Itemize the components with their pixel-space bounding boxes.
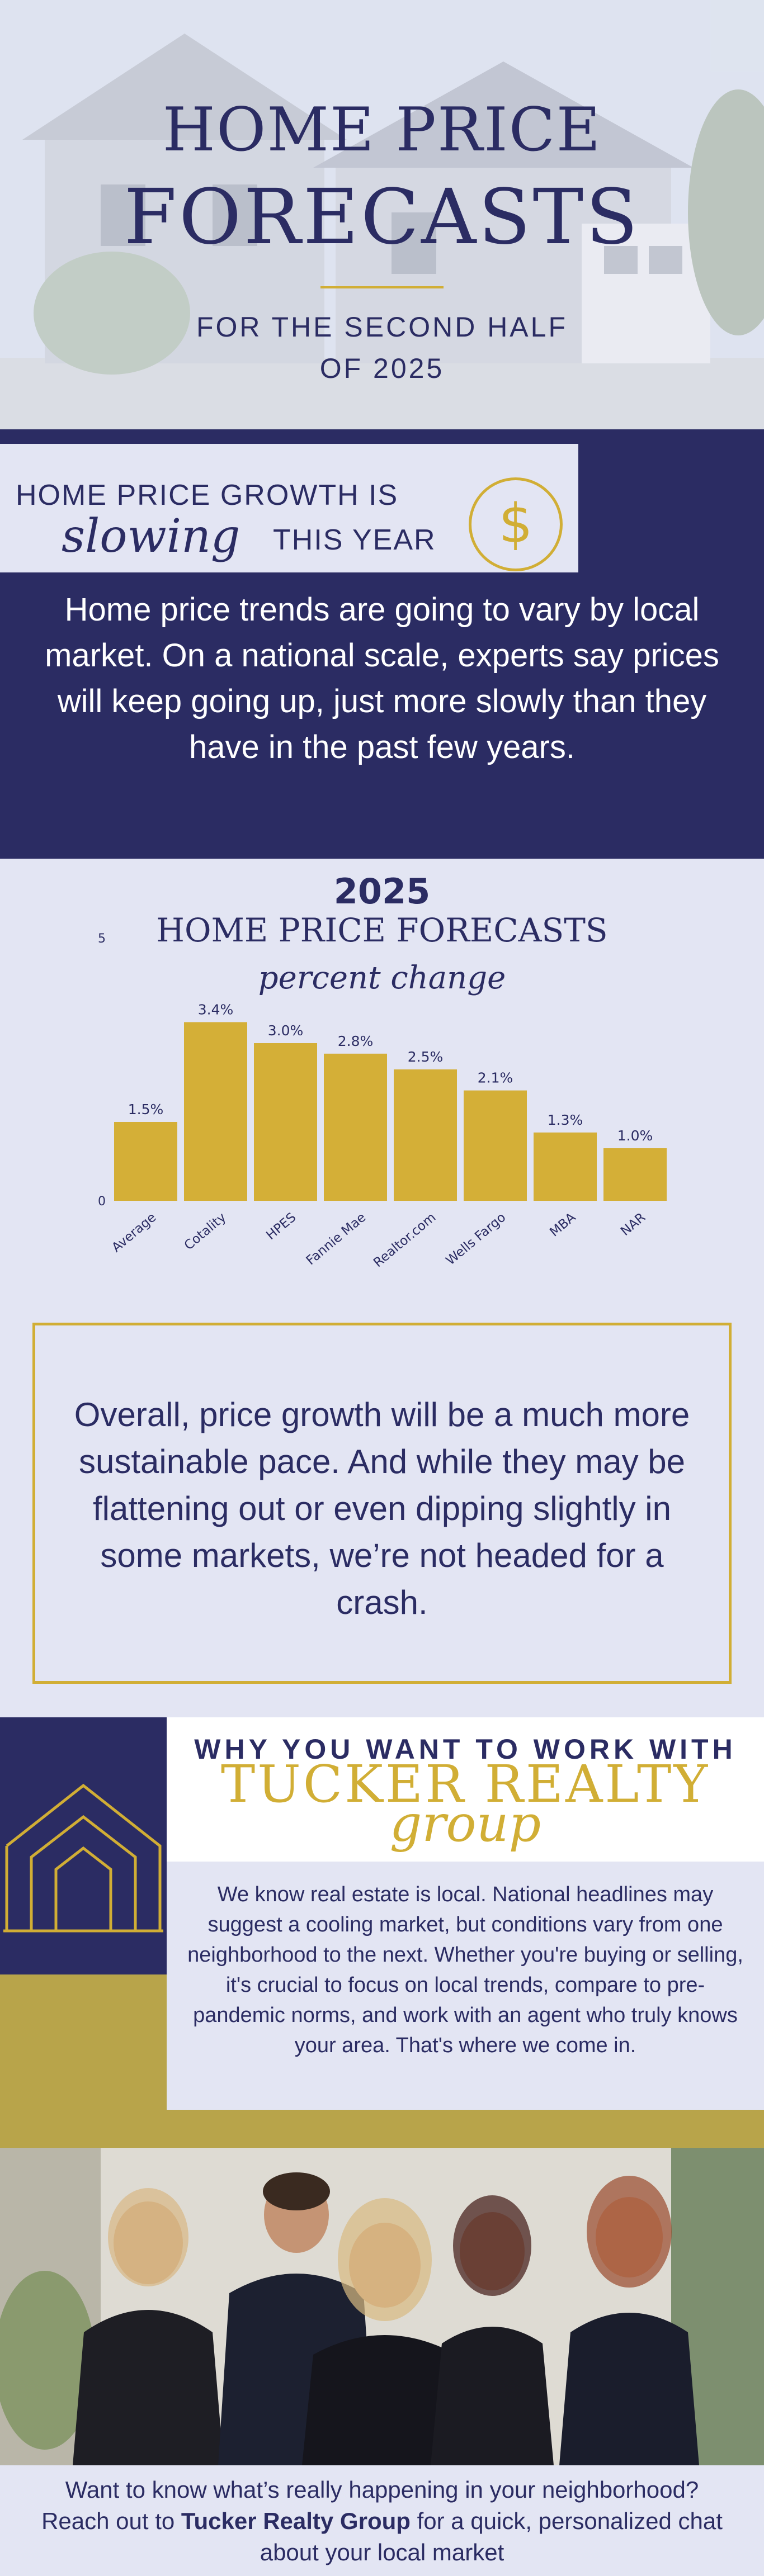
chart-bar	[324, 1053, 387, 1201]
growth-banner: HOME PRICE GROWTH IS slowing THIS YEAR $	[0, 444, 578, 572]
chart-value-label: 1.3%	[548, 1112, 583, 1128]
hero-section: HOME PRICE FORECASTS FOR THE SECOND HALF…	[0, 0, 764, 429]
chart-bar	[534, 1132, 597, 1201]
quote-box: Overall, price growth will be a much mor…	[32, 1323, 732, 1684]
chart-category-label: HPES	[263, 1210, 299, 1243]
hero-subtitle-line2: OF 2025	[319, 353, 445, 384]
chart-category-label: Cotality	[182, 1210, 229, 1253]
chart-category-label: Wells Fargo	[444, 1210, 509, 1268]
chart-category-label: Fannie Mae	[304, 1210, 369, 1268]
footer-text: Want to know what’s really happening in …	[34, 2474, 730, 2568]
footer: Want to know what’s really happening in …	[0, 2465, 764, 2576]
chart-value-label: 1.0%	[617, 1128, 653, 1144]
chart-value-label: 2.5%	[408, 1049, 444, 1065]
chart-bar	[603, 1148, 667, 1201]
chart-category-label: MBA	[547, 1210, 578, 1240]
chart-bar	[464, 1090, 527, 1201]
chart-category-label: NAR	[618, 1210, 648, 1239]
hero-overlay	[0, 0, 764, 429]
banner-script-word: slowing	[62, 510, 240, 563]
chart-value-label: 3.4%	[198, 1001, 234, 1017]
chart-bar	[394, 1069, 457, 1201]
chart-value-label: 3.0%	[268, 1022, 304, 1039]
hero-title-line2: FORECASTS	[124, 173, 640, 262]
chart-category-label: Realtor.com	[371, 1210, 438, 1271]
footer-brand-link[interactable]: Tucker Realty Group	[181, 2508, 411, 2534]
footer-text-before: Want to know what’s really happening in …	[41, 2476, 699, 2534]
growth-paragraph: Home price trends are going to vary by l…	[45, 591, 719, 765]
chart-y-tick-label: 0	[98, 1195, 106, 1209]
hero-divider	[320, 286, 444, 288]
chart-value-label: 2.8%	[338, 1033, 374, 1049]
chart-title: 2025	[334, 871, 431, 912]
banner-line2: THIS YEAR	[273, 524, 436, 556]
chart-bar	[184, 1022, 247, 1201]
growth-section: HOME PRICE GROWTH IS slowing THIS YEAR $…	[0, 429, 764, 859]
tucker-brand: TUCKER REALTY	[220, 1754, 710, 1814]
chart-section: 2025 HOME PRICE FORECASTS percent change…	[0, 859, 764, 1317]
team-photo-image	[0, 2148, 764, 2465]
chart-bar	[114, 1122, 177, 1201]
house-outline-logo	[3, 1783, 163, 1933]
tucker-header-panel	[167, 1717, 764, 1862]
quote-text: Overall, price growth will be a much mor…	[74, 1396, 690, 1621]
footer-text-after: for a quick, personalized chat about you…	[260, 2508, 723, 2565]
hero-subtitle: FOR THE SECOND HALF OF 2025	[0, 306, 764, 389]
forecast-bar-chart: 2025 HOME PRICE FORECASTS percent change…	[98, 871, 667, 1271]
chart-value-label: 1.5%	[128, 1101, 164, 1117]
chart-y-tick-label: 5	[98, 932, 106, 946]
tucker-brand-script: group	[389, 1794, 541, 1853]
hero-title-line1: HOME PRICE	[162, 95, 602, 165]
chart-category-label: Average	[109, 1210, 159, 1256]
tucker-description-panel: We know real estate is local. National h…	[167, 1864, 764, 2110]
hero-subtitle-line1: FOR THE SECOND HALF	[196, 311, 568, 343]
team-photo	[0, 2148, 764, 2465]
chart-subtitle-script: percent change	[258, 960, 506, 996]
chart-subtitle: HOME PRICE FORECASTS	[156, 911, 607, 949]
dollar-circle-icon: $	[469, 477, 563, 571]
tucker-description: We know real estate is local. National h…	[187, 1883, 743, 2057]
banner-line1: HOME PRICE GROWTH IS	[16, 479, 399, 512]
tucker-section: WHY YOU WANT TO WORK WITH TUCKER REALTY …	[0, 1717, 764, 2148]
chart-value-label: 2.1%	[478, 1070, 513, 1086]
chart-bar	[254, 1043, 317, 1201]
tucker-heading: WHY YOU WANT TO WORK WITH	[194, 1734, 737, 1765]
